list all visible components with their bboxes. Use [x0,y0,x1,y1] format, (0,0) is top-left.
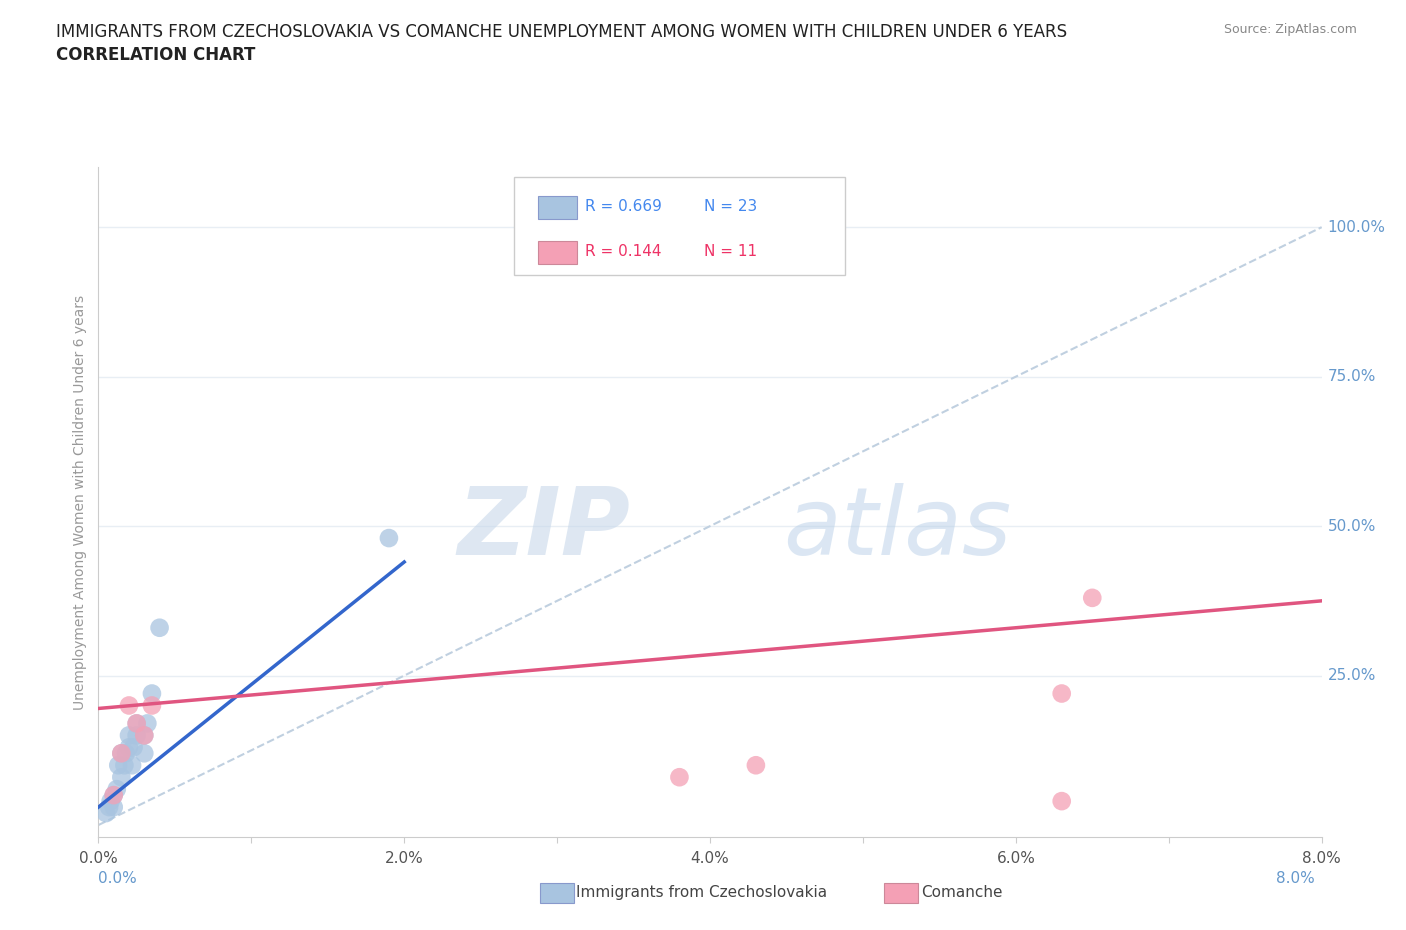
Point [107,758,129,773]
Point [121,758,143,773]
Point [118,740,141,755]
Point [115,746,138,761]
Point [134,746,156,761]
Point [1081,591,1104,605]
Point [1050,686,1073,701]
Point [118,698,141,713]
Point [125,728,148,743]
Point [122,740,145,755]
Point [118,728,141,743]
Point [1050,793,1073,808]
FancyBboxPatch shape [537,196,576,219]
Text: Immigrants from Czechoslovakia: Immigrants from Czechoslovakia [576,885,828,900]
Text: N = 11: N = 11 [704,244,756,259]
Point [125,716,148,731]
Text: IMMIGRANTS FROM CZECHOSLOVAKIA VS COMANCHE UNEMPLOYMENT AMONG WOMEN WITH CHILDRE: IMMIGRANTS FROM CZECHOSLOVAKIA VS COMANC… [56,23,1067,41]
Point [112,758,135,773]
Point [141,698,163,713]
Y-axis label: Unemployment Among Women with Children Under 6 years: Unemployment Among Women with Children U… [73,295,87,710]
Point [110,746,132,761]
Point [668,770,690,785]
Point [98,800,121,815]
FancyBboxPatch shape [537,241,576,264]
Point [134,728,156,743]
Point [378,531,401,546]
Point [141,686,163,701]
Text: 0.0%: 0.0% [98,871,138,886]
Point [94,805,117,820]
Text: CORRELATION CHART: CORRELATION CHART [56,46,256,64]
Point [103,800,125,815]
Point [100,793,122,808]
Text: ZIP: ZIP [457,483,630,575]
Point [136,716,159,731]
Point [103,788,125,803]
FancyBboxPatch shape [515,178,845,274]
Point [149,620,172,635]
Text: 8.0%: 8.0% [1275,871,1315,886]
Text: 75.0%: 75.0% [1327,369,1376,384]
Point [745,758,768,773]
Text: Comanche: Comanche [921,885,1002,900]
Text: 100.0%: 100.0% [1327,219,1386,234]
Text: 50.0%: 50.0% [1327,519,1376,534]
Point [134,728,156,743]
Point [103,788,125,803]
Point [125,716,148,731]
Point [105,782,128,797]
Point [110,770,132,785]
Text: Source: ZipAtlas.com: Source: ZipAtlas.com [1223,23,1357,36]
Text: N = 23: N = 23 [704,199,758,214]
Text: atlas: atlas [783,484,1012,575]
Text: R = 0.669: R = 0.669 [585,199,662,214]
Text: R = 0.144: R = 0.144 [585,244,662,259]
Text: 25.0%: 25.0% [1327,668,1376,683]
Point [110,746,132,761]
